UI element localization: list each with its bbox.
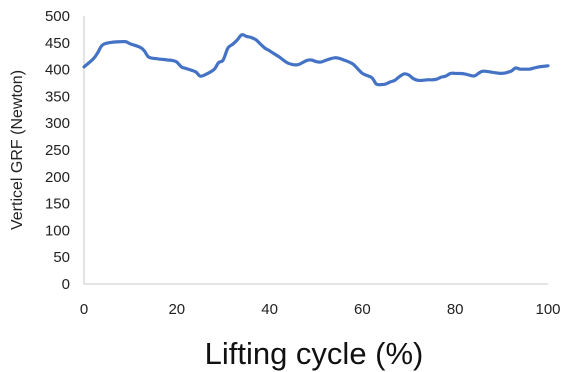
y-tick-label: 100 — [45, 222, 70, 239]
series-line-0 — [82, 33, 550, 87]
y-tick-label: 450 — [45, 35, 70, 52]
y-tick-label: 250 — [45, 142, 70, 159]
y-tick-label: 0 — [62, 276, 70, 293]
x-tick-label: 20 — [168, 301, 185, 318]
series-layer — [82, 33, 550, 87]
x-axis-title: Lifting cycle (%) — [205, 336, 424, 371]
y-tick-label: 300 — [45, 115, 70, 132]
y-tick-label: 350 — [45, 88, 70, 105]
x-tick-label: 100 — [535, 301, 560, 318]
y-tick-label: 50 — [53, 249, 70, 266]
y-tick-label: 150 — [45, 196, 70, 213]
y-tick-label: 400 — [45, 62, 70, 79]
y-tick-label: 500 — [45, 8, 70, 25]
x-axis-ticks: 0 20 40 60 80 100 — [80, 301, 561, 318]
y-axis-title: Verticel GRF (Newton) — [9, 70, 26, 230]
y-tick-label: 200 — [45, 169, 70, 186]
x-tick-label: 0 — [80, 301, 88, 318]
y-axis-ticks: 0 50 100 150 200 250 300 350 400 450 500 — [45, 8, 70, 293]
x-tick-label: 60 — [354, 301, 371, 318]
x-tick-label: 80 — [447, 301, 464, 318]
x-tick-label: 40 — [261, 301, 278, 318]
